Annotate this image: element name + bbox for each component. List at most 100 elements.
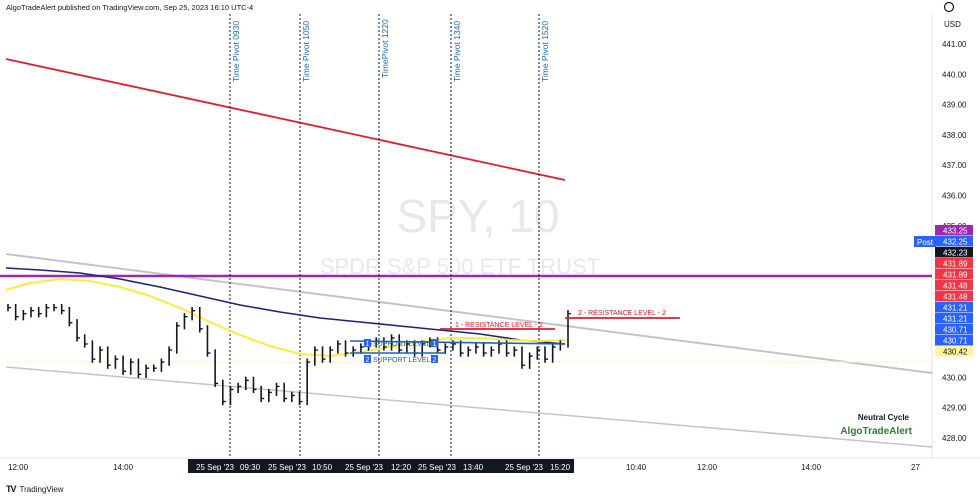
gear-icon[interactable] (943, 1, 955, 13)
candle (268, 388, 272, 403)
support-1-badge: 1 (366, 341, 370, 348)
candle (528, 352, 533, 369)
support-label-1: SUPPORT LEVEL (373, 341, 430, 348)
time-axis-highlight: 25 Sep '23 (418, 463, 457, 472)
candle (76, 319, 81, 342)
price-badge: 433.25 (943, 227, 968, 236)
candle (68, 307, 73, 327)
candle (206, 325, 211, 357)
candle (7, 303, 11, 312)
candle (175, 322, 180, 354)
footer: TV TradingView (6, 484, 64, 494)
candle (152, 364, 157, 372)
candle (183, 313, 188, 330)
price-badge: 431.89 (943, 260, 968, 269)
time-axis-highlight: 10:50 (312, 463, 333, 472)
candle (291, 391, 295, 403)
time-pivot-label: Time Pivot 0930 (231, 21, 241, 82)
footer-brand: TradingView (19, 484, 64, 494)
price-badge-bg (935, 291, 973, 302)
candle (129, 358, 134, 375)
candle (298, 391, 303, 406)
candle (513, 346, 518, 357)
candle (521, 346, 525, 369)
candle (344, 340, 349, 357)
post-market-label: Post (917, 238, 934, 247)
price-tick-label: 439.00 (942, 101, 967, 110)
candle (145, 364, 150, 378)
candle (229, 385, 234, 406)
candle (14, 303, 19, 321)
price-badge-bg (935, 247, 973, 258)
time-pivot-label: Time Pivot 1520 (540, 21, 550, 82)
time-axis-highlight: 12:20 (391, 463, 412, 472)
candle (168, 346, 173, 366)
support-line-1 (349, 340, 566, 345)
price-badge: 430.71 (943, 337, 968, 346)
support-label-2: SUPPORT LEVEL (373, 357, 430, 364)
watermark-symbol: SPY, 10 (397, 190, 560, 242)
price-badge: 431.48 (943, 293, 968, 302)
price-tick-label: 437.00 (942, 161, 967, 170)
price-tick-label: 438.00 (942, 131, 967, 140)
candle (245, 376, 249, 391)
candle (390, 334, 395, 351)
time-axis[interactable]: 12:00 14:00 25 Sep '23 09:30 25 Sep '23 … (8, 459, 920, 473)
moving-average-slow (5, 267, 566, 345)
candle (91, 340, 96, 363)
time-pivot-label: Time Pivot 1050 (301, 21, 311, 82)
time-axis-highlight: 25 Sep '23 (196, 463, 235, 472)
currency-label: USD (944, 20, 961, 29)
publish-caption: AlgoTradeAlert published on TradingView.… (6, 3, 254, 12)
candle (45, 303, 50, 318)
price-badge: 432.25 (943, 238, 968, 247)
price-tick-label: 430.00 (942, 373, 967, 382)
candle (37, 307, 42, 318)
candle (191, 307, 196, 321)
time-axis-label: 27 (911, 463, 920, 472)
price-badge-bg (935, 335, 973, 346)
candle (221, 379, 226, 406)
candle (490, 346, 495, 357)
channel-upper-line (5, 253, 933, 374)
candle (160, 358, 165, 372)
candle (122, 355, 127, 375)
price-badge-bg (935, 346, 973, 357)
support-2-badge-end: 2 (433, 357, 437, 364)
downtrend-line (5, 58, 566, 181)
candle (22, 310, 27, 321)
time-axis-highlight: 15:20 (550, 463, 571, 472)
candle (83, 334, 88, 348)
time-pivot-lines (229, 14, 540, 458)
price-badge: 431.21 (943, 315, 968, 324)
candle (444, 343, 449, 354)
price-badge: 431.21 (943, 304, 968, 313)
cycle-label: Neutral Cycle (858, 413, 910, 422)
price-badge: 431.89 (943, 271, 968, 280)
support-1-badge-end: 1 (433, 341, 437, 348)
time-pivot-label: TimePivot 1220 (380, 19, 390, 78)
price-badge: 430.42 (943, 348, 968, 357)
brand-label: AlgoTradeAlert (840, 426, 912, 437)
candle (398, 334, 403, 354)
candle (60, 303, 65, 315)
time-pivot-labels: Time Pivot 0930 Time Pivot 1050 TimePivo… (231, 19, 550, 82)
time-axis-highlight: 25 Sep '23 (345, 463, 384, 472)
candle (567, 310, 571, 348)
candle (482, 343, 487, 357)
candle (314, 346, 318, 366)
candle (551, 343, 556, 363)
candle (106, 346, 111, 369)
time-pivot-label: Time Pivot 1340 (452, 21, 462, 82)
price-tick-label: 429.00 (942, 404, 967, 413)
resistance-label-2: 2 - RESISTANCE LEVEL - 2 (578, 310, 666, 317)
candle (475, 343, 479, 354)
tradingview-logo-icon: TV (6, 484, 16, 494)
candle (283, 382, 288, 403)
price-badge-bg (935, 280, 973, 291)
support-2-badge: 2 (366, 357, 370, 364)
candle (467, 346, 472, 357)
settings-icon-wrap[interactable] (943, 1, 955, 13)
candle (559, 340, 564, 351)
